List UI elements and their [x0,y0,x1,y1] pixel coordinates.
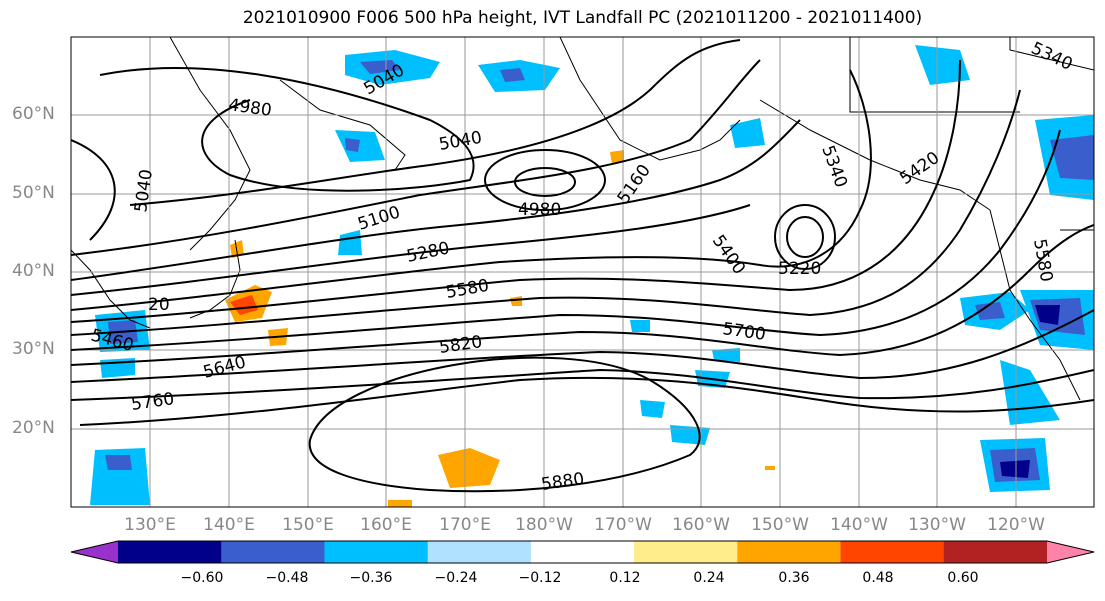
colorbar-segment [118,541,222,563]
lon-label: 160°W [672,515,730,535]
lat-label: 50°N [12,183,55,203]
map-title: 2021010900 F006 500 hPa height, IVT Land… [242,8,923,28]
lon-label: 140°W [830,515,888,535]
colorbar-segment [427,541,532,563]
colorbar-tick-label: −0.24 [434,570,478,586]
contour-label: 4980 [518,200,561,220]
colorbar-segment [737,541,842,563]
lon-label: 150°E [282,515,334,535]
colorbar-segment [221,541,325,563]
lon-label: 170°E [439,515,491,535]
lon-label: 170°W [594,515,652,535]
colorbar-tick-label: 0.36 [778,570,810,586]
height-contours [71,39,1094,493]
colorbar-extend-high [1047,541,1094,563]
colorbar-tick-label: −0.48 [265,570,309,586]
ivt-positive-shading [225,150,775,507]
colorbar-tick-label: 0.60 [947,570,979,586]
lon-label: 130°E [124,515,176,535]
colorbar-segment [634,541,738,563]
colorbar-segment [943,541,1048,563]
colorbar-extend-low [71,541,118,563]
lat-label: 30°N [12,339,55,359]
lon-label: 150°W [751,515,809,535]
lon-label: 130°W [908,515,966,535]
lat-label: 20°N [12,418,55,438]
map-frame [70,36,1095,508]
lat-label: 60°N [12,104,55,124]
colorbar [70,540,1095,564]
lat-label: 40°N [12,261,55,281]
contour-label-group: 4980 5040 5040 5040 4980 5100 5160 5280 … [89,38,1076,495]
contour-label: 20 [148,295,170,315]
colorbar-segment [324,541,429,563]
colorbar-segment [840,541,945,563]
colorbar-tick-label: −0.12 [518,570,562,586]
lon-label: 180°W [515,515,573,535]
colorbar-tick-label: 0.24 [693,570,725,586]
colorbar-tick-label: −0.60 [180,570,224,586]
lon-label: 160°E [360,515,412,535]
colorbar-tick-label: −0.36 [349,570,393,586]
lon-label: 140°E [203,515,255,535]
graticule [71,37,1094,507]
colorbar-segment [530,541,635,563]
colorbar-tick-label: 0.48 [862,570,894,586]
colorbar-tick-label: 0.12 [609,570,641,586]
colorbar-outline [70,540,1095,564]
lon-label: 120°W [987,515,1045,535]
contour-label: 5220 [778,259,821,279]
